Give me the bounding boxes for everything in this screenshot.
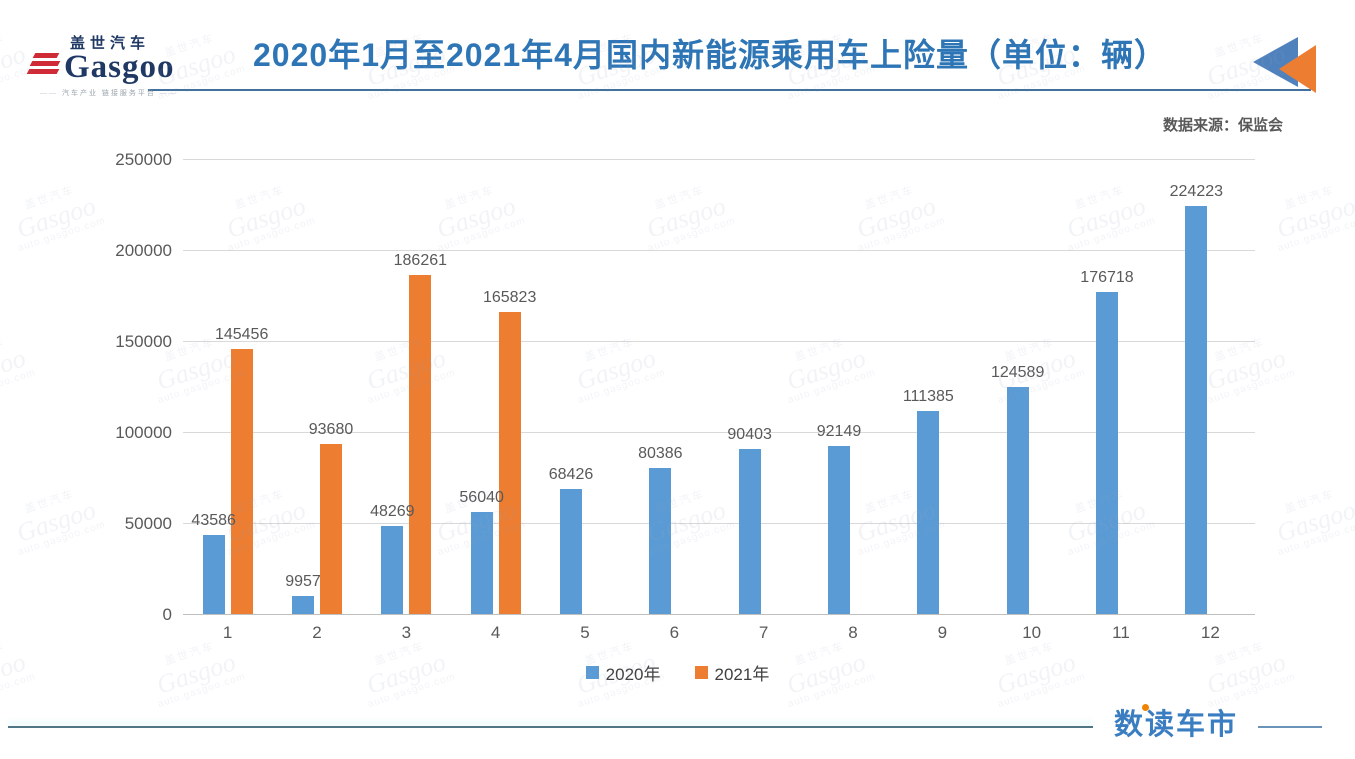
data-source-note: 数据来源：保监会 (1162, 117, 1283, 134)
legend: 2020年 2021年 (0, 660, 1355, 685)
gridline (183, 523, 1255, 524)
bar-2021年-4 (498, 312, 521, 614)
bar-2020年-10 (1006, 387, 1029, 614)
bar-value-label: 68426 (548, 466, 594, 484)
x-tick-label: 5 (580, 623, 590, 642)
bar-value-label: 43586 (191, 511, 236, 529)
x-tick-label: 10 (1022, 623, 1042, 642)
bar-value-label: 165823 (482, 289, 537, 307)
y-tick-label: 250000 (115, 150, 172, 169)
x-tick-label: 11 (1112, 623, 1130, 642)
bar-2020年-2 (292, 595, 314, 614)
bar-2021年-2 (320, 443, 342, 614)
x-tick-label: 2 (312, 623, 322, 642)
x-tick-label: 1 (222, 623, 233, 642)
y-tick-label: 50000 (124, 514, 172, 533)
bar-value-label: 186261 (393, 252, 448, 270)
bar-2020年-6 (649, 467, 672, 614)
gridline (183, 432, 1255, 433)
bar-value-label: 176718 (1080, 269, 1134, 287)
bar-2021年-1 (230, 349, 253, 614)
gridline (183, 341, 1255, 342)
x-axis: 1 2 3 4 5 6 7 8 9 10 11 12 (183, 623, 1255, 647)
legend-label: 2021年 (714, 665, 770, 684)
footer-brand-logo: 数读车市 (1100, 701, 1252, 743)
y-tick-label: 100000 (115, 423, 172, 442)
bar-value-label: 111385 (902, 388, 954, 406)
legend-label: 2020年 (605, 665, 661, 684)
footer-brand-text: 数读车市 (1113, 709, 1238, 741)
bar-value-label: 56040 (459, 489, 504, 507)
x-tick-label: 7 (758, 623, 769, 642)
y-tick-label: 200000 (115, 241, 172, 260)
x-tick-label: 4 (490, 623, 501, 642)
gasgoo-logo-wordmark: Gasgoo (64, 49, 175, 85)
bar-2021年-3 (409, 275, 432, 614)
header-divider (148, 89, 1311, 91)
plot-area: 43586 145456 9957 93680 48269 186261 56040 1658… (183, 159, 1255, 615)
gasgoo-logo-tagline: 汽车产业 链接服务平台 (40, 88, 178, 98)
bar-2020年-12 (1185, 205, 1208, 614)
bar-value-label: 224223 (1169, 182, 1224, 200)
legend-swatch (694, 666, 708, 679)
bar-value-label: 48269 (370, 503, 415, 521)
legend-swatch (585, 666, 599, 679)
bar-2020年-11 (1096, 292, 1118, 614)
bar-2020年-9 (917, 411, 940, 614)
bar-value-label: 92149 (816, 423, 862, 441)
bar-value-label: 80386 (638, 444, 683, 462)
footer-divider-left (8, 726, 1093, 728)
gasgoo-logo-chinese: 盖世汽车 (70, 35, 151, 52)
chart-title: 2020年1月至2021年4月国内新能源乘用车上险量（单位：辆） (253, 37, 1167, 73)
x-tick-label: 9 (937, 623, 948, 642)
bar-2020年-5 (560, 489, 582, 614)
x-tick-label: 6 (669, 623, 680, 642)
y-tick-label: 150000 (115, 332, 172, 351)
gasgoo-logo: 盖世汽车 Gasgoo 汽车产业 链接服务平台 (26, 32, 178, 98)
bar-value-label: 90403 (727, 426, 772, 444)
gridline (183, 250, 1255, 251)
bar-value-label: 93680 (308, 420, 354, 438)
brand-accent-dot (1142, 704, 1149, 711)
bar-value-label: 124589 (990, 364, 1045, 382)
x-tick-label: 8 (848, 623, 858, 642)
gridline (183, 159, 1255, 160)
legend-item-2021年: 2021年 (694, 660, 770, 685)
bar-value-label: 145456 (214, 326, 269, 344)
y-axis: 0 50000 100000 150000 200000 250000 (88, 150, 172, 624)
bar-2020年-8 (828, 446, 850, 614)
bar-2020年-1 (202, 534, 225, 614)
gasgoo-stripes-icon (26, 53, 62, 79)
double-arrow-icon (1253, 37, 1316, 93)
bar-value-label: 9957 (285, 572, 321, 590)
bar-2020年-3 (381, 526, 404, 614)
bar-2020年-4 (470, 512, 493, 614)
x-tick-label: 3 (401, 623, 412, 642)
y-tick-label: 0 (162, 605, 172, 624)
bar-2020年-7 (738, 449, 761, 614)
x-tick-label: 12 (1200, 623, 1220, 642)
footer-divider-right (1258, 726, 1322, 728)
legend-item-2020年: 2020年 (585, 660, 661, 685)
